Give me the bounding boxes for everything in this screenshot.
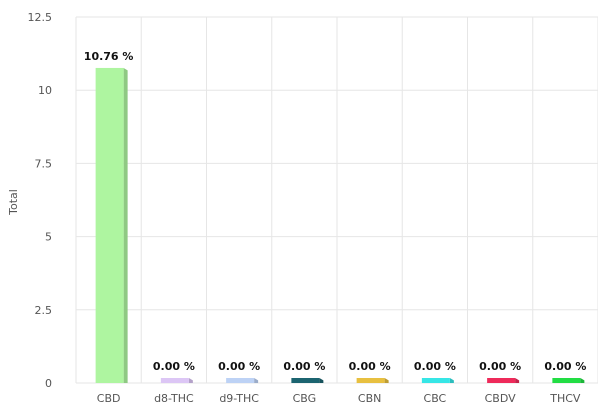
bar[interactable] [291, 378, 320, 383]
x-tick-label: CBG [293, 392, 317, 405]
data-label: 10.76 % [84, 50, 134, 63]
x-tick-label: d8-THC [154, 392, 194, 405]
data-label: 0.00 % [479, 360, 521, 373]
x-tick-label: CBD [97, 392, 121, 405]
bar[interactable] [226, 378, 255, 383]
data-label: 0.00 % [544, 360, 586, 373]
x-tick-label: d9-THC [219, 392, 259, 405]
bar-side [515, 378, 520, 383]
y-axis-title: Total [7, 189, 20, 216]
data-label: 0.00 % [349, 360, 391, 373]
y-tick-label: 10 [38, 84, 52, 97]
bar[interactable] [421, 378, 450, 383]
bar-side [384, 378, 389, 383]
bar-side [188, 378, 193, 383]
bar[interactable] [160, 378, 189, 383]
bar-side [319, 378, 324, 383]
data-label: 0.00 % [153, 360, 195, 373]
data-label: 0.00 % [218, 360, 260, 373]
bar[interactable] [487, 378, 516, 383]
data-label: 0.00 % [283, 360, 325, 373]
y-tick-label: 7.5 [35, 157, 53, 170]
y-tick-label: 0 [45, 377, 52, 390]
data-label: 0.00 % [414, 360, 456, 373]
y-tick-label: 5 [45, 231, 52, 244]
y-tick-label: 12.5 [28, 11, 53, 24]
bar[interactable] [552, 378, 581, 383]
bar[interactable] [356, 378, 385, 383]
x-tick-label: THCV [549, 392, 581, 405]
bar-side [580, 378, 585, 383]
y-tick-label: 2.5 [35, 304, 53, 317]
bar-side [123, 67, 128, 383]
label-layer: 0 2.5 5 7.5 10 12.5 CBD 10.76 % d8-THC 0.00 % d9-T… [28, 11, 588, 405]
x-tick-label: CBC [424, 392, 447, 405]
x-tick-label: CBDV [485, 392, 517, 405]
bar-side [254, 378, 259, 383]
x-tick-label: CBN [358, 392, 381, 405]
bar[interactable] [95, 67, 124, 383]
bar-layer [95, 67, 585, 383]
bar-side [449, 378, 454, 383]
grid-layer [75, 16, 598, 384]
